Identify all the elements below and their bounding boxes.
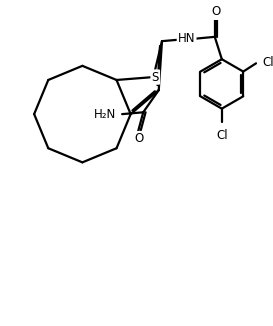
Text: Cl: Cl — [216, 129, 228, 142]
Text: Cl: Cl — [262, 56, 273, 69]
Text: O: O — [211, 5, 221, 18]
Text: HN: HN — [178, 33, 195, 46]
Text: O: O — [134, 132, 143, 145]
Text: H₂N: H₂N — [94, 108, 116, 121]
Text: S: S — [152, 70, 159, 83]
